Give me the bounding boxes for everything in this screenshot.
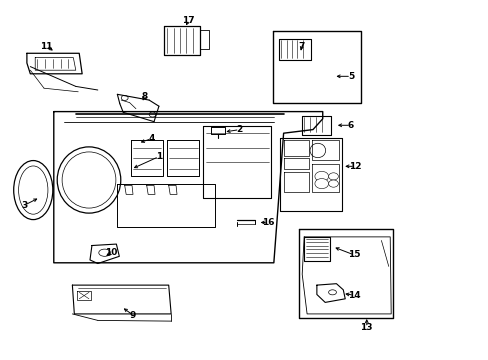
Text: 14: 14	[347, 291, 360, 300]
Ellipse shape	[57, 147, 121, 213]
Text: 11: 11	[40, 42, 53, 51]
Text: 7: 7	[298, 42, 305, 51]
Text: 9: 9	[129, 310, 136, 320]
Text: 8: 8	[141, 92, 147, 101]
Text: 16: 16	[261, 218, 274, 227]
Ellipse shape	[19, 166, 48, 214]
Ellipse shape	[309, 143, 325, 158]
Ellipse shape	[328, 180, 338, 187]
Ellipse shape	[149, 112, 156, 117]
Text: 6: 6	[347, 121, 353, 130]
Text: 4: 4	[148, 134, 155, 143]
Text: 5: 5	[347, 72, 353, 81]
Ellipse shape	[314, 171, 328, 181]
Ellipse shape	[121, 95, 128, 100]
Ellipse shape	[14, 161, 53, 220]
Text: 12: 12	[348, 162, 361, 171]
Text: 2: 2	[236, 125, 242, 134]
Ellipse shape	[328, 290, 336, 295]
Text: 17: 17	[182, 17, 194, 26]
Text: 1: 1	[156, 152, 162, 161]
Ellipse shape	[62, 152, 116, 208]
Ellipse shape	[328, 173, 338, 180]
Ellipse shape	[314, 179, 328, 189]
Text: 13: 13	[360, 323, 372, 332]
Text: 15: 15	[347, 251, 360, 259]
Text: 10: 10	[105, 248, 118, 257]
Ellipse shape	[99, 249, 110, 256]
Text: 3: 3	[21, 201, 27, 210]
